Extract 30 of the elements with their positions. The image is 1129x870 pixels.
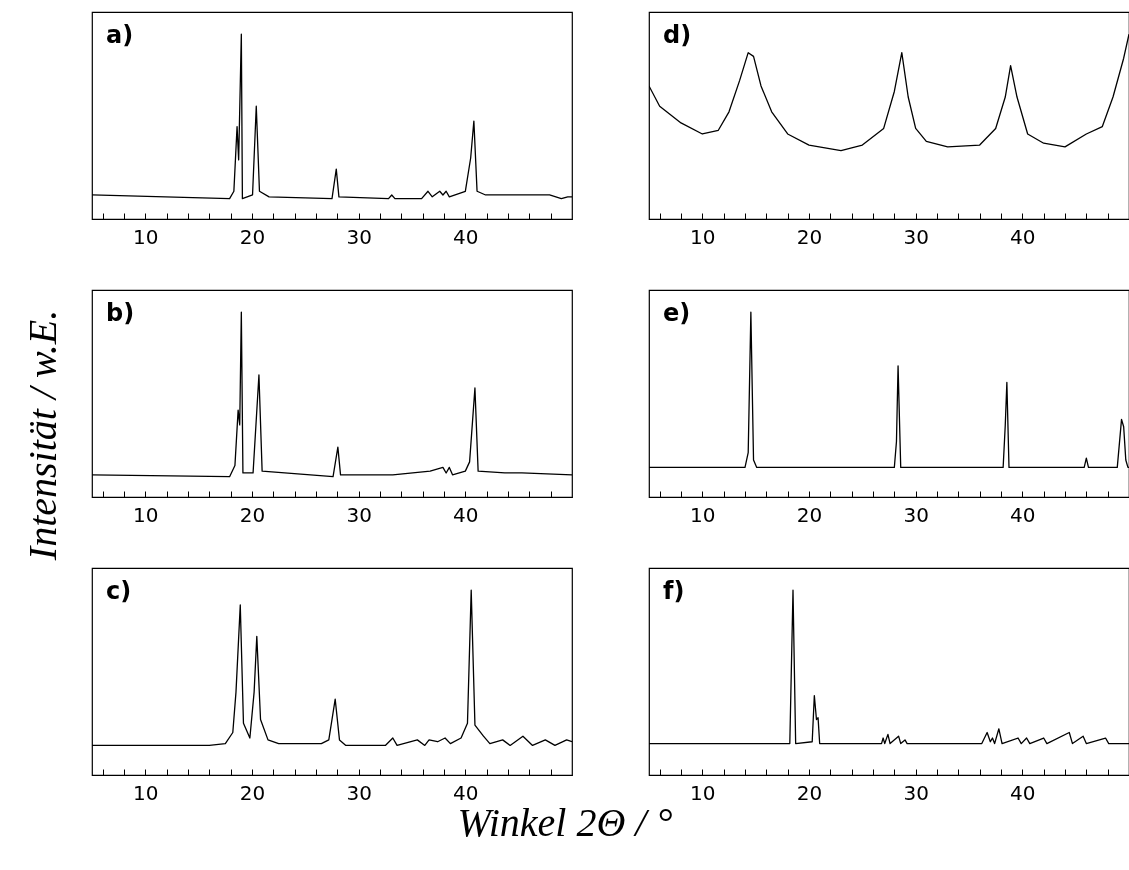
- x-tick-label: 10: [133, 502, 159, 527]
- chart-title: c): [106, 577, 132, 605]
- chart-title: b): [106, 299, 135, 327]
- y-axis-title: Intensität / w.E.: [18, 309, 66, 561]
- x-tick-label: 30: [346, 502, 372, 527]
- x-tick-label: 30: [903, 780, 929, 805]
- x-tick-label: 20: [796, 502, 823, 527]
- x-tick-label: 40: [453, 224, 479, 249]
- x-tick-label: 40: [453, 502, 479, 527]
- x-tick-label: 30: [346, 224, 372, 249]
- x-tick-label: 10: [133, 780, 159, 805]
- x-tick-label: 20: [796, 780, 823, 805]
- x-tick-label: 20: [239, 502, 266, 527]
- chart-title: e): [663, 299, 691, 327]
- x-tick-label: 30: [346, 780, 372, 805]
- x-tick-label: 30: [903, 502, 929, 527]
- x-tick-label: 20: [239, 224, 266, 249]
- x-tick-label: 30: [903, 224, 929, 249]
- x-tick-label: 40: [1010, 224, 1036, 249]
- x-tick-label: 10: [690, 502, 716, 527]
- chart-title: a): [106, 21, 134, 49]
- x-tick-label: 10: [133, 224, 159, 249]
- x-tick-label: 40: [1010, 780, 1036, 805]
- x-tick-label: 20: [796, 224, 823, 249]
- chart-title: d): [663, 21, 692, 49]
- x-tick-label: 20: [239, 780, 266, 805]
- x-tick-label: 10: [690, 224, 716, 249]
- x-tick-label: 10: [690, 780, 716, 805]
- chart-title: f): [663, 577, 685, 605]
- x-tick-label: 40: [1010, 502, 1036, 527]
